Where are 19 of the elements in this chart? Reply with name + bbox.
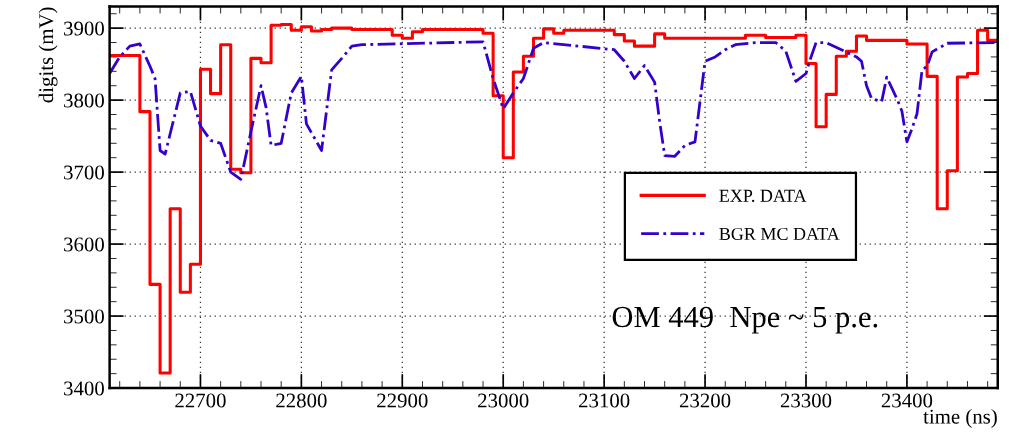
x-tick-label: 23200 <box>679 393 731 408</box>
x-tick-label: 23300 <box>780 393 832 408</box>
y-tick-label: 3700 <box>64 165 104 180</box>
x-tick-label: 23400 <box>881 393 933 408</box>
annotation: OM 449 Npe ~ 5 p.e. <box>612 306 878 334</box>
y-axis-title: digits (mV) <box>38 7 58 103</box>
legend-label: BGR MC DATA <box>719 227 840 241</box>
x-tick-label: 22900 <box>377 393 428 408</box>
y-tick-label: 3800 <box>64 93 104 108</box>
y-tick-label: 3500 <box>64 309 104 324</box>
x-axis-title: time (ns) <box>923 409 997 428</box>
x-tick-label: 22700 <box>175 393 226 408</box>
legend-label: EXP. DATA <box>719 189 807 202</box>
y-tick-label: 3600 <box>64 237 104 252</box>
x-tick-label: 23000 <box>478 393 529 408</box>
x-tick-label: 23100 <box>579 393 630 408</box>
y-tick-label: 3900 <box>64 21 104 36</box>
y-tick-label: 3400 <box>64 381 104 396</box>
x-tick-label: 22800 <box>276 393 327 408</box>
